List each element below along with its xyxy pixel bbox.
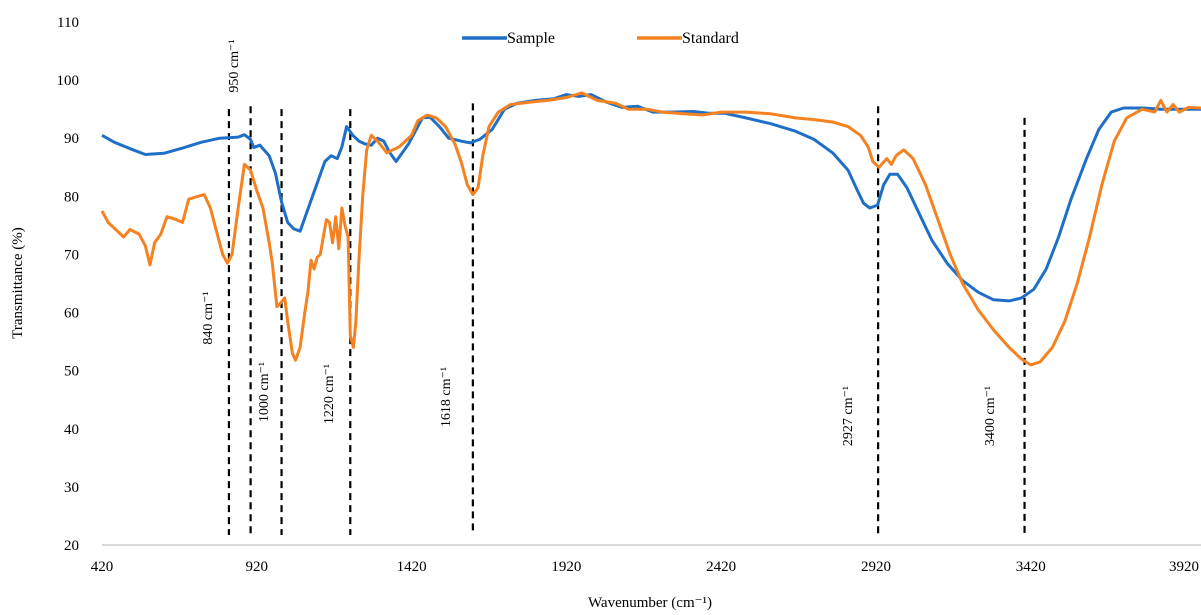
reference-lines — [227, 103, 1026, 535]
peak-label: 840 cm⁻¹ — [201, 291, 216, 344]
y-tick-label: 90 — [64, 131, 79, 147]
x-tick-label: 3920 — [1169, 559, 1199, 575]
peak-label: 1000 cm⁻¹ — [257, 362, 272, 422]
x-tick-label: 2920 — [861, 559, 891, 575]
y-tick-label: 110 — [57, 15, 79, 31]
legend: Sample Standard — [462, 30, 739, 47]
x-tick-label: 920 — [246, 559, 269, 575]
series-line-sample — [101, 93, 1201, 303]
y-tick-label: 20 — [64, 538, 79, 554]
y-tick-label: 70 — [64, 247, 79, 263]
peak-label: 1220 cm⁻¹ — [322, 364, 337, 424]
x-tick-labels: 420 920 1420 1920 2420 2920 3420 3920 — [91, 559, 1199, 575]
y-tick-label: 50 — [64, 364, 79, 380]
x-tick-label: 3420 — [1016, 559, 1046, 575]
series-line-standard — [100, 91, 1201, 367]
y-tick-label: 30 — [64, 480, 79, 496]
y-tick-label: 40 — [64, 422, 79, 438]
y-tick-label: 60 — [64, 306, 79, 322]
peak-label: 1618 cm⁻¹ — [439, 367, 454, 427]
peak-label: 3400 cm⁻¹ — [983, 386, 998, 446]
peak-label: 950 cm⁻¹ — [227, 39, 242, 92]
legend-label: Sample — [507, 30, 555, 47]
x-tick-label: 420 — [91, 559, 114, 575]
x-tick-label: 1920 — [551, 559, 581, 575]
x-tick-label: 1420 — [397, 559, 427, 575]
x-axis-title: Wavenumber (cm⁻¹) — [588, 595, 712, 611]
peak-annotations: 840 cm⁻¹ 950 cm⁻¹ 1000 cm⁻¹ 1220 cm⁻¹ 1618 c… — [201, 39, 998, 446]
legend-label: Standard — [682, 30, 739, 47]
y-tick-label: 100 — [57, 73, 80, 89]
peak-label: 2927 cm⁻¹ — [841, 386, 856, 446]
series-layer — [100, 91, 1201, 367]
y-tick-label: 80 — [64, 189, 79, 205]
y-axis-title: Transmittance (%) — [10, 227, 26, 339]
y-tick-labels: 20 30 40 50 60 70 80 90 100 110 — [57, 15, 80, 554]
x-tick-label: 2420 — [706, 559, 736, 575]
